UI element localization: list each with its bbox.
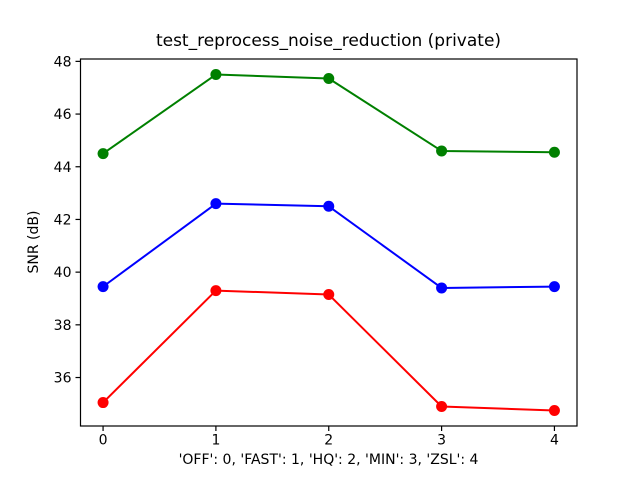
y-tick-label: 36 [54, 371, 72, 387]
y-tick-label: 42 [54, 212, 72, 228]
axes-box [79, 58, 578, 427]
x-tick-label: 0 [99, 433, 108, 449]
data-point-blue-3 [436, 282, 448, 294]
data-point-blue-4 [548, 281, 560, 293]
data-point-green-0 [97, 148, 109, 160]
x-tick-label: 3 [437, 433, 446, 449]
line-red [102, 289, 555, 412]
data-point-red-0 [97, 397, 109, 409]
x-tick-label: 2 [324, 433, 333, 449]
line-blue [102, 202, 555, 289]
x-tick-label: 4 [550, 433, 559, 449]
data-point-red-1 [210, 285, 222, 297]
y-tick-label: 44 [54, 160, 72, 176]
chart-title: test_reprocess_noise_reduction (private) [155, 31, 502, 51]
data-point-green-3 [436, 145, 448, 157]
line-green [102, 73, 555, 155]
y-axis-label: SNR (dB) [26, 210, 42, 274]
data-point-blue-2 [323, 200, 335, 212]
y-tick-label: 48 [54, 54, 72, 70]
y-tick-label: 40 [54, 265, 72, 281]
data-point-green-1 [210, 69, 222, 81]
x-axis-label: 'OFF': 0, 'FAST': 1, 'HQ': 2, 'MIN': 3, … [178, 452, 479, 468]
data-point-red-2 [323, 289, 335, 301]
data-point-green-4 [548, 146, 560, 158]
data-point-red-4 [548, 404, 560, 416]
data-point-blue-1 [210, 198, 222, 210]
y-tick-label: 46 [54, 107, 72, 123]
data-point-blue-0 [97, 281, 109, 293]
x-tick-label: 1 [211, 433, 220, 449]
y-tick-label: 38 [54, 318, 72, 334]
data-point-red-3 [436, 401, 448, 413]
data-point-green-2 [323, 72, 335, 84]
